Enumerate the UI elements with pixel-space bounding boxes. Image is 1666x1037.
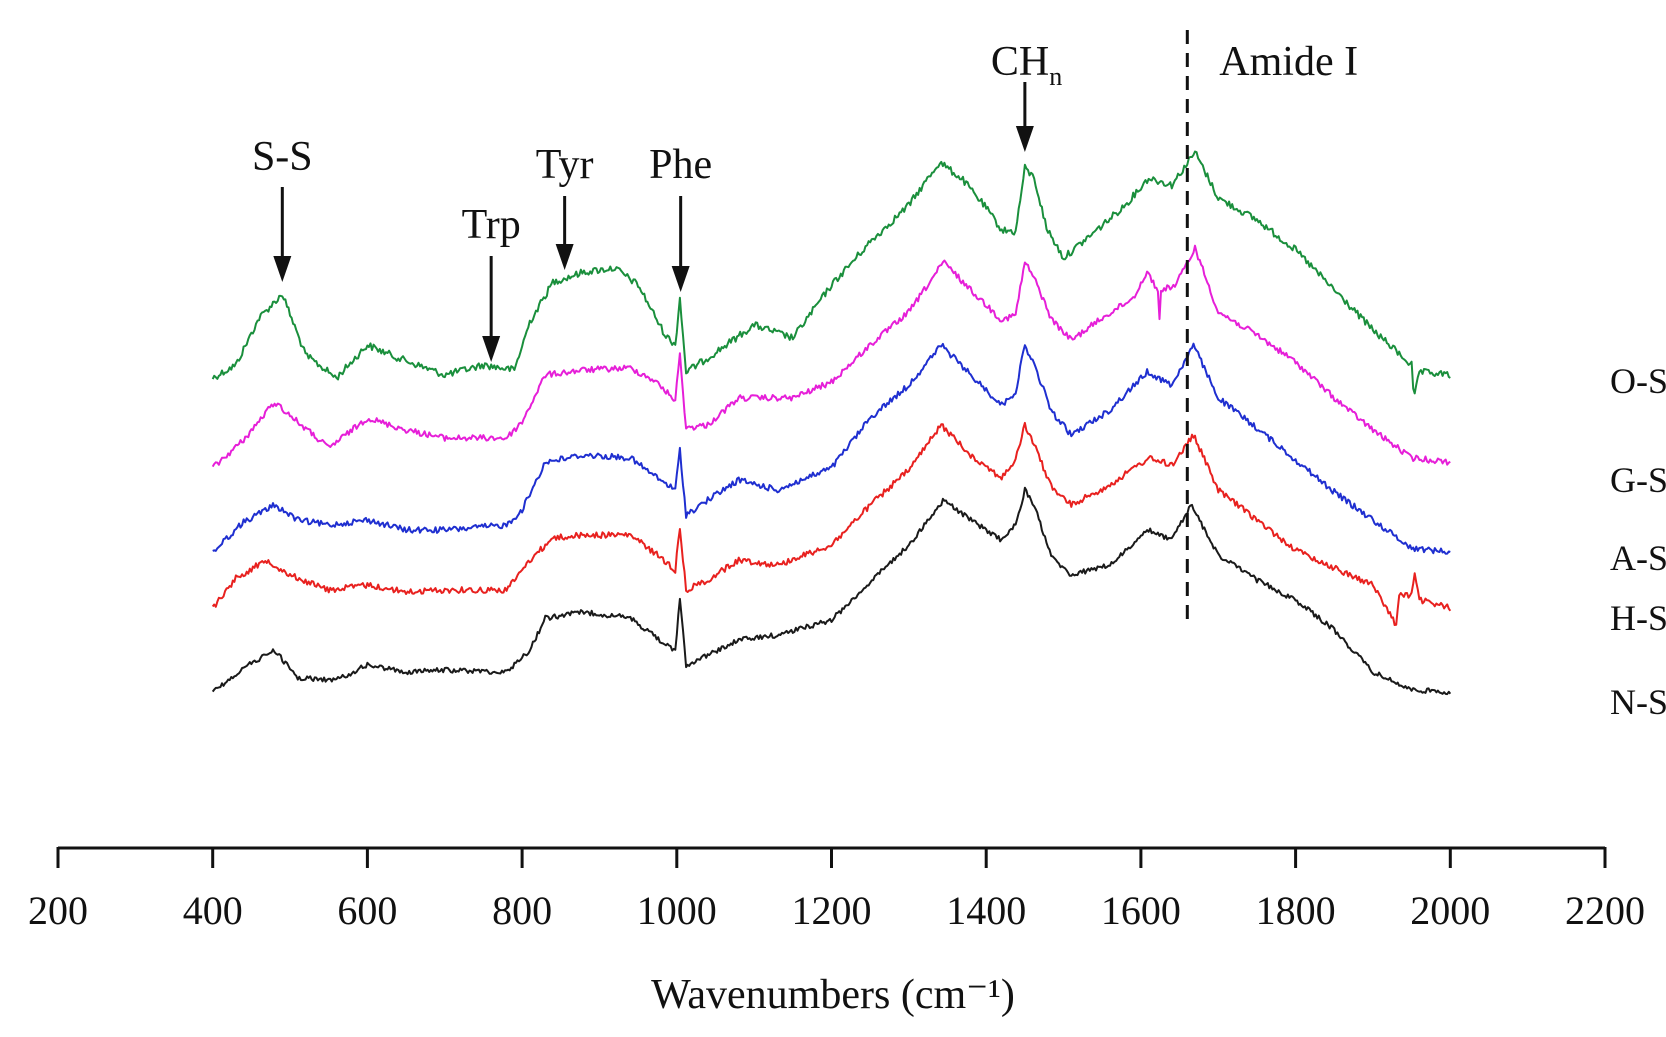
- annotation-arrow-head-trp: [482, 336, 501, 362]
- series-label-o-spi: O-SPI: [1610, 361, 1666, 401]
- series-layer: O-SPI G-SPI A-SPI H-SPI N-SPI: [211, 150, 1666, 722]
- series-line-h-spi: [211, 421, 1452, 626]
- x-tick-label: 200: [28, 888, 88, 933]
- series-label-a-spi: A-SPI: [1610, 538, 1666, 578]
- x-tick-label: 800: [492, 888, 552, 933]
- annotation-label-phe: Phe: [649, 142, 712, 188]
- x-tick-label: 1200: [792, 888, 872, 933]
- annotation-label-trp: Trp: [462, 202, 521, 248]
- x-axis-title: Wavenumbers (cm⁻¹): [651, 972, 1015, 1018]
- x-tick-label: 1600: [1101, 888, 1181, 933]
- x-tick-label: 400: [183, 888, 243, 933]
- x-axis: 200 400 600 800 1000 1200 1400 1600 1800 2000 2200: [28, 846, 1645, 933]
- series-line-n-spi: [211, 486, 1452, 696]
- annotation-label-amide-i: Amide I: [1219, 39, 1358, 85]
- annotation-label-tyr: Tyr: [536, 142, 594, 188]
- x-tick-label: 600: [337, 888, 397, 933]
- x-tick-label: 2000: [1410, 888, 1490, 933]
- annotation-arrow-head-tyr: [555, 244, 574, 270]
- annotation-arrow-head-phe: [671, 266, 690, 292]
- x-tick-label: 1400: [946, 888, 1026, 933]
- annotation-label-ch: CHn: [991, 39, 1062, 91]
- series-line-a-spi: [212, 342, 1451, 555]
- series-label-n-spi: N-SPI: [1610, 682, 1666, 722]
- x-tick-label: 1000: [637, 888, 717, 933]
- annotation-arrow-head-s-s: [273, 256, 292, 282]
- series-label-h-spi: H-SPI: [1610, 598, 1666, 638]
- annotation-layer: S-S Trp Tyr Phe CHn Amide I: [252, 30, 1358, 622]
- series-label-g-spi: G-SPI: [1610, 460, 1666, 500]
- series-line-g-spi: [211, 244, 1451, 468]
- x-tick-label: 1800: [1256, 888, 1336, 933]
- annotation-subscript: n: [1049, 62, 1062, 91]
- annotation-arrow-head-ch: [1015, 126, 1034, 152]
- annotation-label-s-s: S-S: [252, 134, 313, 180]
- series-line-o-spi: [211, 150, 1451, 395]
- x-tick-label: 2200: [1565, 888, 1645, 933]
